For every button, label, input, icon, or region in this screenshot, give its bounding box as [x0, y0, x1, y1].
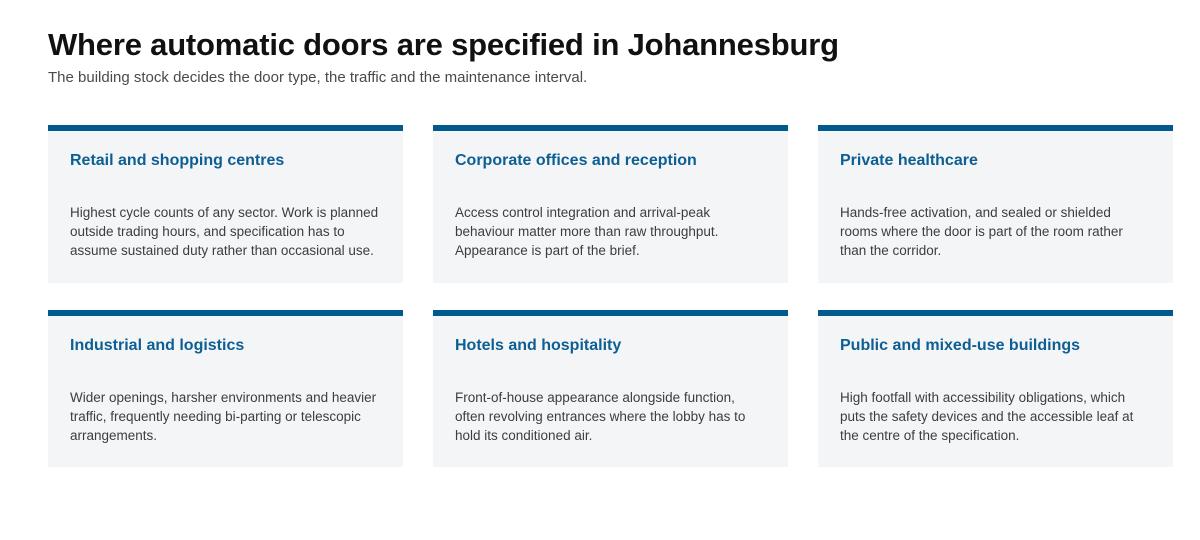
sector-card-title: Private healthcare	[840, 152, 978, 169]
sector-grid: Retail and shopping centres Highest cycl…	[48, 125, 1173, 467]
sector-card-body: Access control integration and arrival-p…	[455, 205, 719, 258]
sector-card-public: Public and mixed-use buildings High foot…	[818, 310, 1173, 467]
sector-card-corporate: Corporate offices and reception Access c…	[433, 125, 788, 283]
page-subtitle: The building stock decides the door type…	[48, 69, 588, 86]
sector-card-title: Corporate offices and reception	[455, 152, 697, 169]
sector-card-body: Hands-free activation, and sealed or shi…	[840, 205, 1123, 258]
sector-card-title: Retail and shopping centres	[70, 152, 285, 169]
page-title: Where automatic doors are specified in J…	[48, 27, 839, 62]
sector-card-body: Highest cycle counts of any sector. Work…	[70, 205, 379, 258]
sector-card-body: High footfall with accessibility obligat…	[840, 390, 1134, 443]
sector-card-title: Public and mixed-use buildings	[840, 337, 1081, 354]
sector-card-title: Industrial and logistics	[70, 337, 245, 354]
sector-card-body: Front-of-house appearance alongside func…	[455, 390, 746, 443]
sector-card-retail: Retail and shopping centres Highest cycl…	[48, 125, 403, 283]
sector-card-hospitality: Hotels and hospitality Front-of-house ap…	[433, 310, 788, 467]
sector-card-title: Hotels and hospitality	[455, 337, 622, 354]
sector-card-body: Wider openings, harsher environments and…	[70, 390, 377, 443]
sector-card-healthcare: Private healthcare Hands-free activation…	[818, 125, 1173, 283]
sector-card-industrial: Industrial and logistics Wider openings,…	[48, 310, 403, 467]
